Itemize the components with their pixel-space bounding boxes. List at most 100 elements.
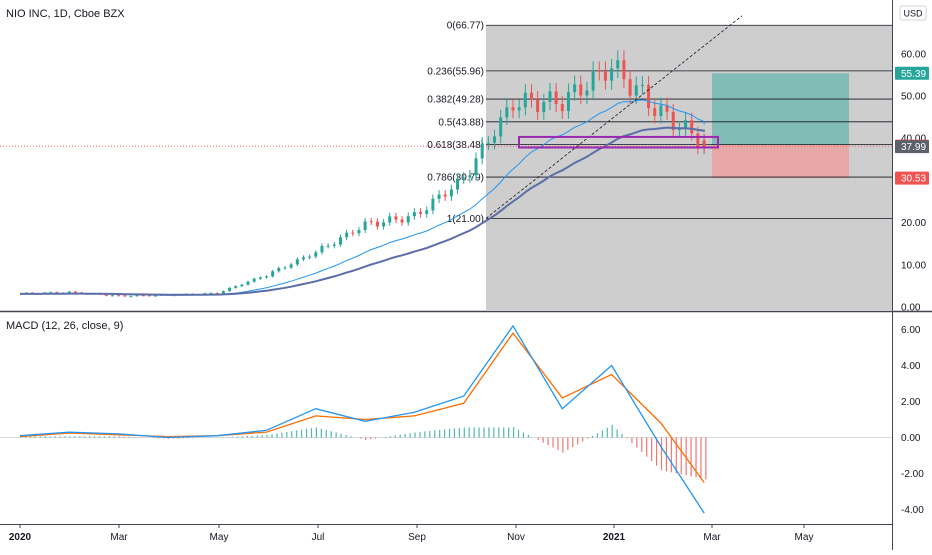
candle-body[interactable] (388, 216, 391, 222)
candle-body[interactable] (512, 107, 515, 110)
candle-body[interactable] (610, 68, 613, 80)
candle-body[interactable] (659, 105, 662, 115)
candle-body[interactable] (518, 107, 521, 110)
candle-body[interactable] (253, 279, 256, 282)
candle-body[interactable] (542, 102, 545, 112)
candle-body[interactable] (616, 60, 619, 68)
candle-body[interactable] (555, 92, 558, 105)
candle-body[interactable] (641, 85, 644, 86)
candle-body[interactable] (394, 216, 397, 219)
candle-body[interactable] (524, 93, 527, 108)
candle-body[interactable] (111, 295, 114, 296)
candle-body[interactable] (271, 271, 274, 276)
candle-body[interactable] (462, 178, 465, 179)
candle-body[interactable] (327, 246, 330, 247)
candle-body[interactable] (629, 79, 632, 95)
profit-target-zone[interactable] (712, 73, 849, 144)
macd-histogram-bar (375, 438, 376, 439)
candle-body[interactable] (357, 230, 360, 233)
candle-body[interactable] (647, 85, 650, 108)
candle-body[interactable] (530, 93, 533, 100)
candle-body[interactable] (653, 108, 656, 116)
candle-body[interactable] (456, 179, 459, 190)
candle-body[interactable] (339, 237, 342, 244)
candle-body[interactable] (696, 133, 699, 147)
candle-body[interactable] (450, 189, 453, 196)
macd-histogram-bar (439, 430, 440, 438)
candle-body[interactable] (592, 71, 595, 91)
candle-body[interactable] (567, 92, 570, 111)
candle-body[interactable] (240, 285, 243, 286)
macd-histogram-bar (119, 436, 120, 437)
candle-body[interactable] (142, 295, 145, 296)
candle-body[interactable] (573, 84, 576, 92)
macd-histogram-bar (671, 438, 672, 473)
candle-body[interactable] (499, 117, 502, 136)
candle-body[interactable] (234, 286, 237, 288)
macd-histogram-bar (414, 432, 415, 437)
candle-body[interactable] (561, 104, 564, 111)
candle-body[interactable] (123, 296, 126, 297)
candle-body[interactable] (536, 99, 539, 112)
candle-body[interactable] (407, 216, 410, 222)
candle-body[interactable] (222, 291, 225, 294)
candle-body[interactable] (333, 244, 336, 245)
macd-histogram-bar (306, 429, 307, 438)
candle-body[interactable] (277, 268, 280, 271)
candle-body[interactable] (364, 221, 367, 230)
candle-body[interactable] (154, 296, 157, 297)
macd-histogram-bar (281, 433, 282, 438)
candle-body[interactable] (444, 195, 447, 197)
candle-body[interactable] (579, 84, 582, 95)
candle-body[interactable] (136, 295, 139, 296)
candle-body[interactable] (290, 264, 293, 267)
candle-body[interactable] (438, 195, 441, 199)
candle-body[interactable] (487, 143, 490, 144)
stop-loss-zone[interactable] (712, 145, 849, 179)
candle-body[interactable] (265, 276, 268, 277)
candle-body[interactable] (314, 252, 317, 256)
candle-body[interactable] (228, 288, 231, 291)
candle-body[interactable] (376, 222, 379, 227)
candle-body[interactable] (598, 71, 601, 72)
candle-body[interactable] (345, 233, 348, 238)
candle-body[interactable] (129, 296, 132, 297)
price-tick-label: 0.00 (901, 303, 921, 314)
candle-body[interactable] (320, 246, 323, 252)
time-tick-label: Sep (408, 532, 426, 543)
candle-body[interactable] (548, 92, 551, 102)
candle-body[interactable] (401, 220, 404, 223)
candle-body[interactable] (481, 144, 484, 159)
candle-body[interactable] (635, 86, 638, 96)
candle-body[interactable] (425, 210, 428, 214)
candle-body[interactable] (604, 71, 607, 81)
candle-body[interactable] (690, 120, 693, 133)
candle-body[interactable] (622, 60, 625, 79)
candle-body[interactable] (703, 140, 706, 146)
candle-body[interactable] (419, 212, 422, 214)
candle-body[interactable] (296, 259, 299, 264)
candle-body[interactable] (413, 212, 416, 216)
candle-body[interactable] (259, 277, 262, 278)
candle-body[interactable] (431, 199, 434, 211)
candle-body[interactable] (468, 175, 471, 177)
candle-body[interactable] (493, 136, 496, 142)
macd-histogram-bar (474, 427, 475, 437)
candle-body[interactable] (74, 292, 77, 293)
candle-body[interactable] (382, 222, 385, 226)
candle-body[interactable] (370, 221, 373, 222)
macd-histogram-bar (429, 431, 430, 438)
candle-body[interactable] (302, 257, 305, 259)
candle-body[interactable] (247, 282, 250, 285)
macd-histogram-bar (538, 438, 539, 441)
macd-histogram-bar (523, 432, 524, 437)
candle-body[interactable] (308, 257, 311, 258)
candle-body[interactable] (117, 295, 120, 296)
candle-body[interactable] (351, 233, 354, 234)
macd-histogram-bar (488, 427, 489, 437)
candle-body[interactable] (505, 107, 508, 117)
candle-body[interactable] (283, 268, 286, 269)
candle-body[interactable] (475, 158, 478, 175)
candle-body[interactable] (585, 90, 588, 95)
